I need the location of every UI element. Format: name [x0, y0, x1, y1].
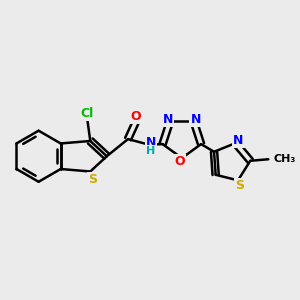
- Text: N: N: [190, 113, 201, 126]
- Text: O: O: [130, 110, 141, 124]
- Text: N: N: [146, 136, 156, 149]
- Text: H: H: [146, 146, 155, 156]
- Text: S: S: [235, 179, 244, 193]
- Text: N: N: [233, 134, 244, 147]
- Text: CH₃: CH₃: [273, 154, 296, 164]
- Text: O: O: [174, 155, 185, 168]
- Text: Cl: Cl: [81, 107, 94, 120]
- Text: S: S: [88, 173, 97, 186]
- Text: N: N: [163, 113, 173, 126]
